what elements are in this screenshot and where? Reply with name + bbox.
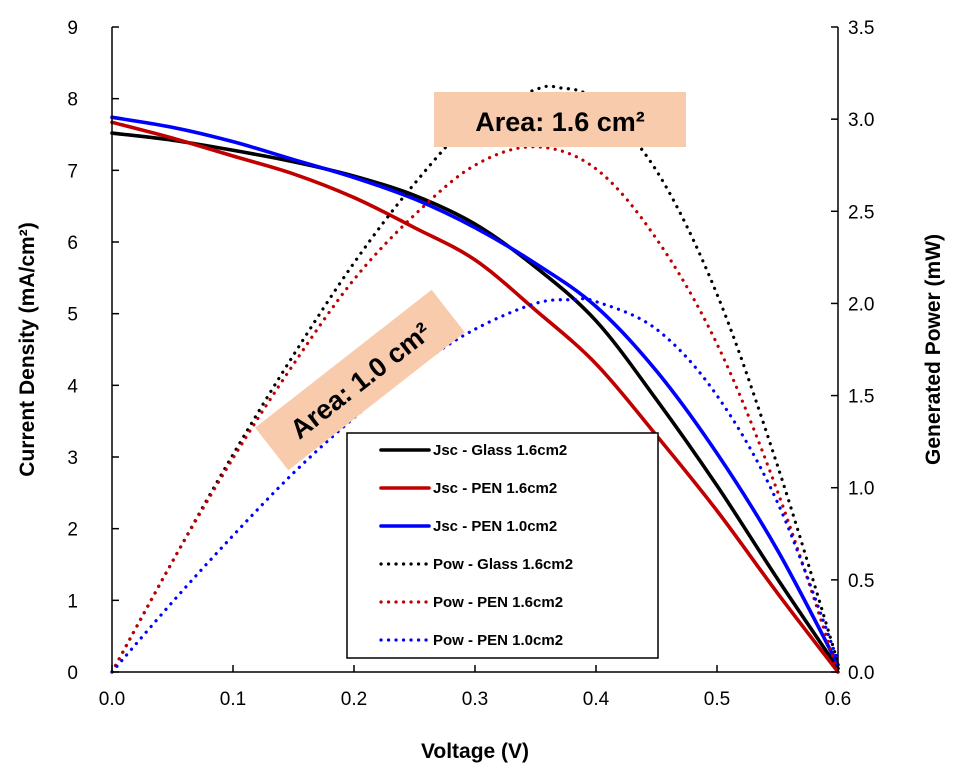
y2-tick-label: 1.0 (848, 479, 874, 500)
y-tick-label: 7 (67, 161, 78, 182)
y-tick-label: 2 (67, 520, 78, 541)
legend-box (346, 432, 659, 659)
legend: Jsc - Glass 1.6cm2 Jsc - PEN 1.6cm2 Jsc - … (346, 432, 659, 659)
legend-label-1: Jsc - Glass 1.6cm2 (433, 442, 567, 459)
x-tick-label: 0.6 (825, 689, 851, 710)
x-tick-label: 0.0 (99, 689, 125, 710)
y-tick-label: 3 (67, 448, 78, 469)
legend-label-5: Pow - PEN 1.6cm2 (433, 594, 563, 611)
annotation-box-2 (255, 289, 465, 471)
x-axis-title: Voltage (V) (421, 740, 529, 763)
y2-axis-title: Generated Power (mW) (922, 234, 945, 465)
annotation-layer: Area: 1.6 cm² Area: 1.0 cm² (255, 92, 686, 471)
series-line-6 (110, 297, 840, 674)
y2-tick-label: 1.5 (848, 387, 874, 408)
axes-layer: 0.0 0.1 0.2 0.3 0.4 0.5 0.6 0 1 2 3 4 5 6 7 8 9 0.0 0.5 1.0… (16, 18, 945, 763)
y2-tick-label: 3.5 (848, 18, 874, 39)
series-line-3 (110, 115, 840, 667)
y2-tick-label: 2.0 (848, 294, 874, 315)
series-line-2 (110, 120, 840, 674)
legend-label-2: Jsc - PEN 1.6cm2 (433, 480, 557, 497)
y-tick-label: 9 (67, 18, 78, 39)
y-axis-title: Current Density (mA/cm²) (16, 222, 39, 476)
y2-tick-label: 0.5 (848, 571, 874, 592)
x-tick-label: 0.5 (704, 689, 730, 710)
x-tick-label: 0.4 (583, 689, 610, 710)
y-tick-label: 4 (67, 376, 78, 397)
annotation-area-1-6: Area: 1.6 cm² (475, 107, 645, 137)
x-tick-label: 0.2 (341, 689, 367, 710)
y-tick-label: 8 (67, 90, 78, 111)
series-line-5 (110, 145, 840, 674)
x-tick-label: 0.1 (220, 689, 246, 710)
plot-layer (110, 84, 840, 674)
y2-tick-label: 2.5 (848, 202, 874, 223)
y-tick-label: 0 (67, 663, 78, 684)
y2-tick-label: 3.0 (848, 110, 874, 131)
y-tick-label: 6 (67, 233, 78, 254)
y-tick-label: 5 (67, 305, 78, 326)
legend-label-6: Pow - PEN 1.0cm2 (433, 632, 563, 649)
x-tick-label: 0.3 (462, 689, 488, 710)
annotation-area-1-0: Area: 1.0 cm² (285, 317, 437, 445)
y2-tick-label: 0.0 (848, 663, 874, 684)
y-tick-label: 1 (67, 591, 78, 612)
legend-label-4: Pow - Glass 1.6cm2 (433, 556, 573, 573)
legend-label-3: Jsc - PEN 1.0cm2 (433, 518, 557, 535)
annotation-box-1 (434, 92, 686, 147)
